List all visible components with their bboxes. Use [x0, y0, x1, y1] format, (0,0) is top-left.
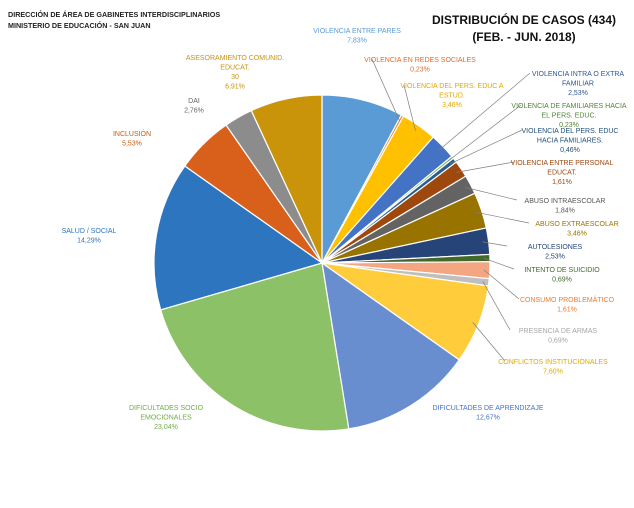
- slice-label-2: VIOLENCIA DEL PERS. EDUC A ESTUD. 3,46%: [400, 83, 504, 109]
- leader-line-6: [456, 161, 515, 173]
- leader-line-9: [482, 241, 508, 247]
- slice-label-0: VIOLENCIA ENTRE PARES 7,83%: [313, 28, 401, 45]
- pie-slice-16: [153, 165, 324, 311]
- slice-label-10: INTENTO DE SUICIDIO 0,69%: [524, 267, 600, 284]
- leader-line-11: [483, 269, 520, 300]
- leader-line-10: [483, 257, 515, 270]
- slice-label-6: VIOLENCIA ENTRE PERSONAL EDUCAT. 1,61%: [511, 160, 614, 186]
- slice-label-11: CONSUMO PROBLEMÁTICO 1,61%: [520, 295, 615, 314]
- leader-line-12: [482, 281, 511, 331]
- leader-line-7: [465, 187, 518, 201]
- slice-label-5: VIOLENCIA DEL PERS. EDUC HACIA FAMILIARES…: [522, 128, 619, 154]
- slice-label-13: CONFLICTOS INSTITUCIONALES 7,60%: [498, 359, 608, 376]
- pie-slice-19: [250, 94, 323, 264]
- slice-label-16: SALUD / SOCIAL 14,29%: [62, 228, 117, 245]
- pie-slice-14: [321, 261, 461, 430]
- header-line-1: DIRECCIÓN DE ÁREA DE GABINETES INTERDISC…: [8, 10, 221, 19]
- slice-label-4: VIOLENCIA DE FAMILIARES HACIA EL PERS. ED…: [511, 103, 626, 129]
- leader-line-8: [475, 211, 530, 224]
- slice-label-8: ABUSO EXTRAESCOLAR 3,46%: [535, 221, 618, 238]
- leader-line-13: [472, 322, 506, 362]
- chart-subtitle: (FEB. - JUN. 2018): [472, 30, 576, 44]
- pie-slices: [153, 94, 491, 432]
- slice-label-3: VIOLENCIA INTRA O EXTRA FAMILIAR 2,53%: [532, 71, 625, 97]
- leader-lines: [371, 58, 531, 362]
- header-line-2: MINISTERIO DE EDUCACIÓN - SAN JUAN: [8, 21, 151, 30]
- leader-line-4: [447, 104, 522, 162]
- slice-label-17: INCLUSIÓN 5,53%: [113, 129, 151, 148]
- pie-slice-15: [159, 262, 350, 432]
- chart-title-block: DISTRIBUCIÓN DE CASOS (434) (FEB. - JUN.…: [420, 12, 628, 46]
- slice-label-9: AUTOLESIONES 2,53%: [528, 244, 583, 261]
- leader-line-5: [449, 129, 523, 165]
- slice-label-15: DIFICULTADES SOCIO EMOCIONALES 23,04%: [129, 405, 204, 431]
- slice-label-7: ABUSO INTRAESCOLAR 1,84%: [525, 198, 606, 215]
- slice-label-19: ASESORAMIENTO COMUNID. EDUCAT. 30 6,91%: [186, 55, 284, 91]
- slice-label-12: PRESENCIA DE ARMAS 0,69%: [519, 328, 598, 345]
- leader-line-3: [438, 72, 531, 151]
- leader-line-2: [403, 84, 416, 131]
- slice-label-14: DIFICULTADES DE APRENDIZAJE 12,67%: [433, 405, 544, 422]
- slice-label-1: VIOLENCIA EN REDES SOCIALES 0,23%: [364, 57, 476, 74]
- header-block: DIRECCIÓN DE ÁREA DE GABINETES INTERDISC…: [8, 9, 220, 31]
- leader-line-1: [371, 58, 400, 121]
- chart-title: DISTRIBUCIÓN DE CASOS (434): [431, 13, 617, 27]
- slice-labels: VIOLENCIA ENTRE PARES 7,83% VIOLENCIA EN R…: [62, 28, 627, 431]
- slice-label-18: DAI 2,76%: [184, 98, 204, 115]
